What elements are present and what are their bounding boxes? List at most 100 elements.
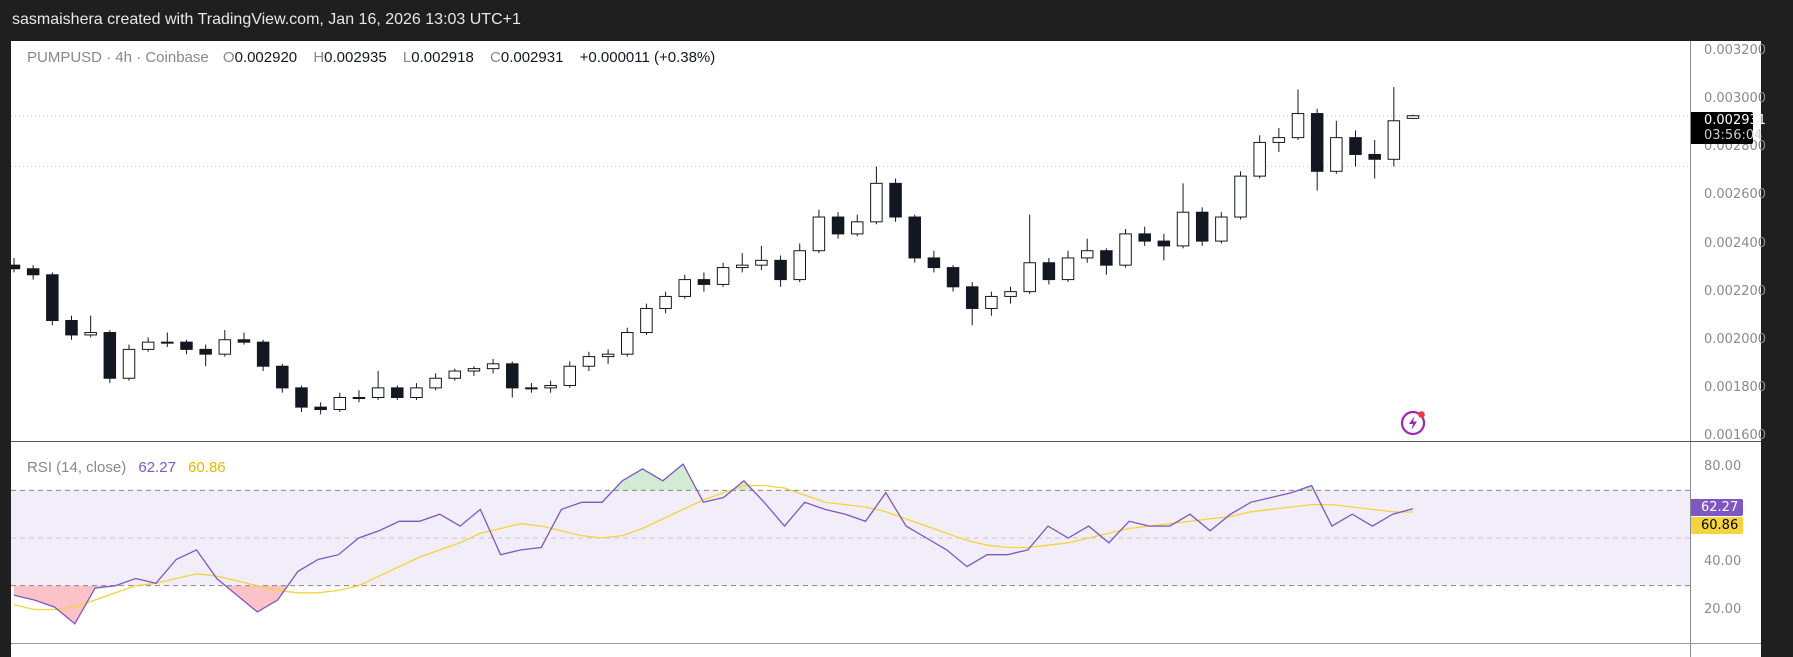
pane-separator[interactable] <box>11 441 1761 442</box>
candle-down <box>46 274 59 321</box>
rsi-tick-label: 40.00 <box>1704 553 1742 569</box>
candle-down <box>927 257 941 269</box>
candle-up <box>716 267 730 285</box>
close-label: C <box>490 49 501 66</box>
candle-up <box>678 279 692 297</box>
high-value: 0.002935 <box>324 49 387 66</box>
rsi-ma-value-tag: 60.86 <box>1691 517 1743 534</box>
rsi-legend: RSI (14, close) 62.27 60.86 <box>27 459 226 476</box>
ohlc-legend: PUMPUSD · 4h · Coinbase O0.002920 H0.002… <box>27 49 715 66</box>
candle-down <box>965 286 979 309</box>
candle-up <box>371 387 385 398</box>
candle-up <box>601 353 615 358</box>
candle-down <box>256 341 270 367</box>
candle-down <box>889 182 902 218</box>
candle-up <box>1406 115 1420 119</box>
candle-down <box>506 363 519 389</box>
candle-up <box>755 259 768 266</box>
candle-up <box>563 365 577 386</box>
rsi-ma-line <box>13 484 1414 611</box>
candle-up <box>1253 141 1266 177</box>
last-price: 0.002931 <box>1704 113 1767 128</box>
candle-up <box>582 356 596 367</box>
candle-up <box>640 307 653 334</box>
candle-up <box>333 397 347 411</box>
candle-up <box>1387 120 1401 160</box>
candle-up <box>122 348 136 379</box>
candle-down <box>314 406 327 411</box>
candle-down <box>697 279 711 285</box>
candle-up <box>1291 113 1305 139</box>
candle-up <box>352 397 366 399</box>
last-price-tag: 0.002931 03:56:04 <box>1691 112 1767 144</box>
price-tick-label: 0.002000 <box>1704 331 1767 347</box>
price-pane[interactable] <box>11 41 1690 441</box>
chart-panel[interactable]: PUMPUSD · 4h · Coinbase O0.002920 H0.002… <box>11 41 1767 657</box>
candle-up <box>985 295 998 309</box>
price-tick-label: 0.003200 <box>1704 43 1767 58</box>
candle-down <box>1349 137 1362 155</box>
candle-up <box>448 370 462 379</box>
rsi-tick-label: 80.00 <box>1704 458 1742 474</box>
price-tick-label: 0.001600 <box>1704 428 1767 443</box>
candle-up <box>1061 257 1075 281</box>
change-value: +0.000011 (+0.38%) <box>579 49 716 66</box>
candle-up <box>525 387 538 390</box>
low-value: 0.002918 <box>411 49 474 66</box>
low-label: L <box>402 49 412 66</box>
high-label: H <box>313 49 325 66</box>
candle-down <box>180 341 193 350</box>
candle-up <box>1176 211 1190 247</box>
candle-down <box>1368 153 1381 160</box>
candle-down <box>1100 250 1113 266</box>
candle-down <box>831 216 845 235</box>
rsi-line <box>13 463 1414 625</box>
candle-down <box>1157 240 1171 247</box>
candle-up <box>870 182 883 223</box>
candle-up <box>659 295 672 309</box>
candle-down <box>1195 211 1209 242</box>
candle-up <box>793 250 806 281</box>
candle-down <box>65 320 78 336</box>
candle-up <box>1119 233 1132 266</box>
candle-up <box>544 384 557 389</box>
candle-up <box>410 387 423 398</box>
symbol-label[interactable]: PUMPUSD · 4h · Coinbase <box>27 49 209 66</box>
top-bar: sasmaishera created with TradingView.com… <box>0 0 1793 41</box>
candle-up <box>850 221 864 235</box>
candle-up <box>1080 250 1094 259</box>
candle-up <box>1234 175 1247 218</box>
rsi-tick-label: 20.00 <box>1704 601 1742 617</box>
candle-up <box>1215 216 1228 242</box>
candle-up <box>1023 262 1036 293</box>
axis-divider <box>1690 41 1691 657</box>
candle-down <box>391 387 404 398</box>
candle-up <box>735 264 749 269</box>
candle-down <box>26 268 40 276</box>
rsi-label[interactable]: RSI (14, close) <box>27 459 127 476</box>
price-tick-label: 0.002200 <box>1704 283 1767 299</box>
candle-up <box>218 339 232 355</box>
candle-up <box>621 332 634 355</box>
rsi-value: 62.27 <box>138 459 176 476</box>
candle-down <box>1138 233 1151 242</box>
rsi-ma-value: 60.86 <box>188 459 226 476</box>
time-axis-border <box>11 643 1761 644</box>
candle-up <box>812 216 826 252</box>
candle-up <box>429 377 442 389</box>
open-value: 0.002920 <box>234 49 298 66</box>
candle-down <box>1310 113 1324 172</box>
candle-down <box>1042 262 1056 281</box>
candle-down <box>946 267 960 288</box>
candle-up <box>141 341 155 350</box>
open-label: O <box>222 49 235 66</box>
price-tick-label: 0.002600 <box>1704 187 1767 203</box>
candle-up <box>1004 291 1017 297</box>
rsi-pane[interactable] <box>11 441 1690 643</box>
rsi-value-tag: 62.27 <box>1691 499 1743 516</box>
credit-text: sasmaishera created with TradingView.com… <box>12 11 521 28</box>
candle-down <box>295 387 308 408</box>
candle-down <box>11 264 21 270</box>
candle-down <box>276 365 289 389</box>
lightning-bolt-icon[interactable] <box>1399 407 1429 437</box>
